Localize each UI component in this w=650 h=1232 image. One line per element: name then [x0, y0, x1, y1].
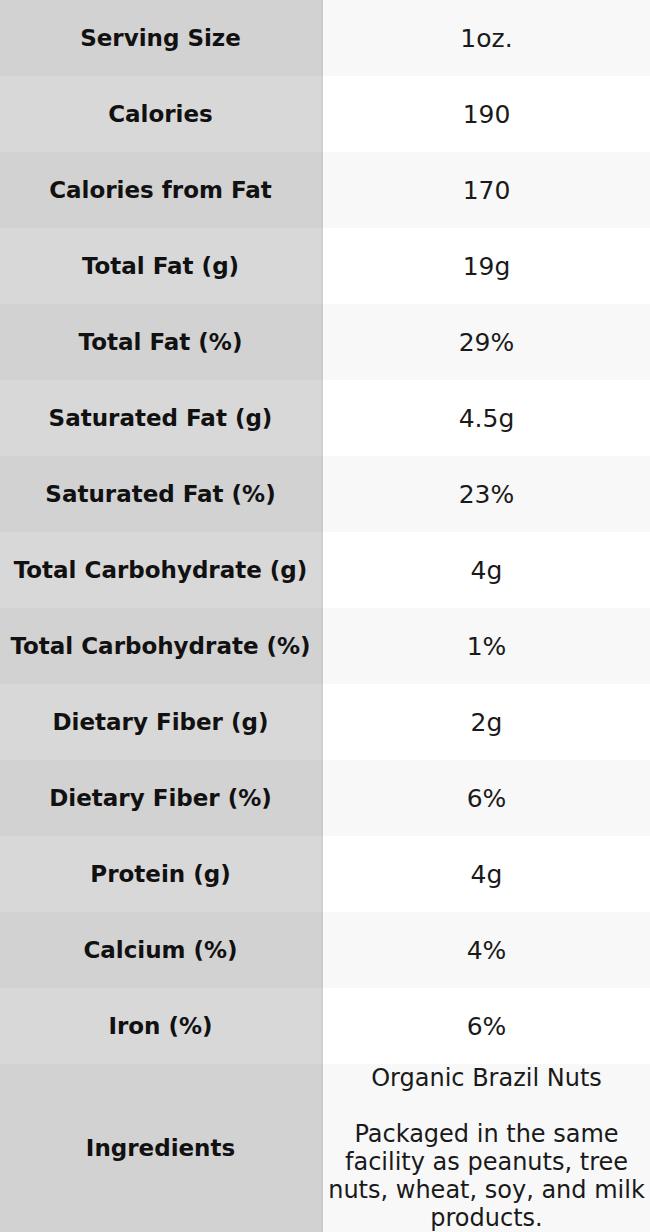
row-value: 4g	[323, 532, 650, 608]
row-label: Total Fat (%)	[0, 304, 323, 380]
row-label: Total Carbohydrate (%)	[0, 608, 323, 684]
table-row: Total Fat (%) 29%	[0, 304, 650, 380]
table-row: Protein (g) 4g	[0, 836, 650, 912]
row-label: Dietary Fiber (%)	[0, 760, 323, 836]
table-row: Saturated Fat (%) 23%	[0, 456, 650, 532]
row-label: Saturated Fat (g)	[0, 380, 323, 456]
table-row: Total Fat (g) 19g	[0, 228, 650, 304]
row-label: Saturated Fat (%)	[0, 456, 323, 532]
row-value: 2g	[323, 684, 650, 760]
row-value: 4%	[323, 912, 650, 988]
table-row-ingredients: Ingredients Organic Brazil Nuts Packaged…	[0, 1064, 650, 1232]
row-value: 6%	[323, 988, 650, 1064]
row-value: 170	[323, 152, 650, 228]
row-value: 19g	[323, 228, 650, 304]
row-label: Iron (%)	[0, 988, 323, 1064]
row-value-ingredients: Organic Brazil Nuts Packaged in the same…	[323, 1064, 650, 1232]
row-label: Ingredients	[0, 1064, 323, 1232]
row-value: 4g	[323, 836, 650, 912]
row-label: Calories from Fat	[0, 152, 323, 228]
row-value: 23%	[323, 456, 650, 532]
table-row: Total Carbohydrate (g) 4g	[0, 532, 650, 608]
row-value: 6%	[323, 760, 650, 836]
table-row: Serving Size 1oz.	[0, 0, 650, 76]
ingredients-line-1: Organic Brazil Nuts	[371, 1064, 602, 1092]
table-row: Iron (%) 6%	[0, 988, 650, 1064]
table-row: Saturated Fat (g) 4.5g	[0, 380, 650, 456]
table-row: Calories 190	[0, 76, 650, 152]
nutrition-facts-table: Serving Size 1oz. Calories 190 Calories …	[0, 0, 650, 1232]
table-row: Total Carbohydrate (%) 1%	[0, 608, 650, 684]
row-value: 4.5g	[323, 380, 650, 456]
row-label: Total Fat (g)	[0, 228, 323, 304]
row-value: 1%	[323, 608, 650, 684]
row-label: Calcium (%)	[0, 912, 323, 988]
table-row: Calories from Fat 170	[0, 152, 650, 228]
row-label: Dietary Fiber (g)	[0, 684, 323, 760]
row-value: 29%	[323, 304, 650, 380]
ingredients-line-2: Packaged in the same facility as peanuts…	[325, 1120, 648, 1232]
row-label: Protein (g)	[0, 836, 323, 912]
table-row: Dietary Fiber (g) 2g	[0, 684, 650, 760]
table-row: Dietary Fiber (%) 6%	[0, 760, 650, 836]
row-label: Total Carbohydrate (g)	[0, 532, 323, 608]
row-label: Serving Size	[0, 0, 323, 76]
row-value: 1oz.	[323, 0, 650, 76]
table-row: Calcium (%) 4%	[0, 912, 650, 988]
row-value: 190	[323, 76, 650, 152]
row-label: Calories	[0, 76, 323, 152]
